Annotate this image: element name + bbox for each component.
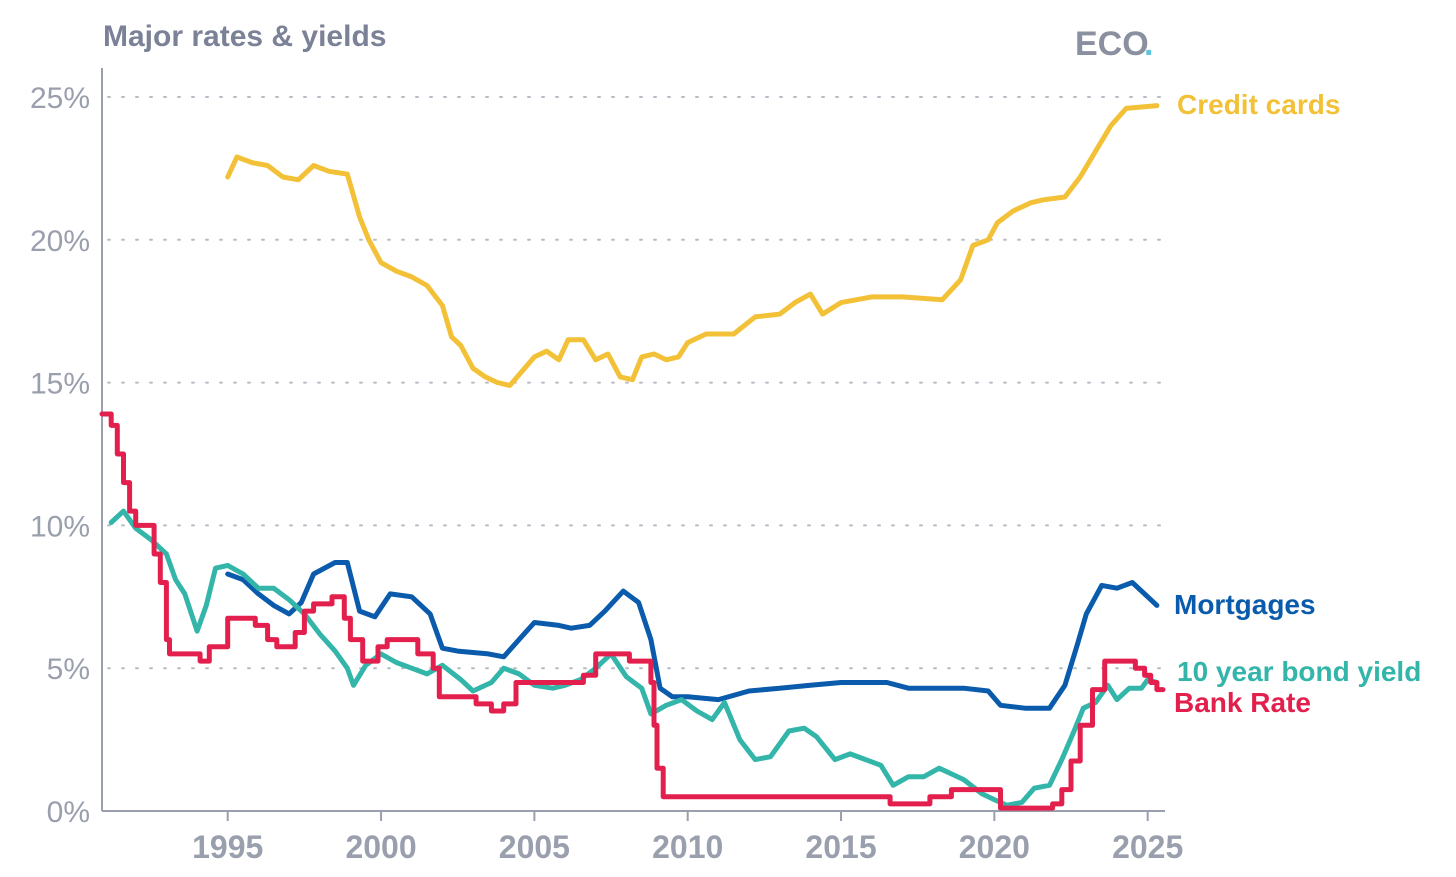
y-tick-label-15: 15%: [30, 368, 90, 401]
y-tick-label-25: 25%: [30, 82, 90, 115]
x-tick-label-2010: 2010: [652, 829, 723, 865]
series-label-bank-rate: Bank Rate: [1174, 687, 1311, 718]
series-label-credit-cards: Credit cards: [1177, 89, 1340, 120]
series-label-10-year-bond-yield: 10 year bond yield: [1177, 656, 1421, 687]
y-tick-label-20: 20%: [30, 225, 90, 258]
chart-title: Major rates & yields: [103, 20, 386, 53]
x-tick-label-2020: 2020: [959, 829, 1030, 865]
series-line-10-year-bond-yield: [108, 508, 1160, 808]
logo-dot: .: [1144, 25, 1153, 63]
logo-text: ECO: [1075, 25, 1149, 63]
x-tick-label-2005: 2005: [499, 829, 570, 865]
x-tick-label-2000: 2000: [345, 829, 416, 865]
x-tick-label-1995: 1995: [192, 829, 263, 865]
eco-logo: ECO .: [1075, 25, 1153, 63]
series-line-mortgages: [225, 560, 1160, 711]
x-tick-label-2025: 2025: [1112, 829, 1183, 865]
gridlines: [107, 96, 1164, 670]
series-line-bank-rate: [99, 411, 1166, 811]
series-label-mortgages: Mortgages: [1174, 589, 1316, 620]
x-tick-label-2015: 2015: [805, 829, 876, 865]
y-tick-label-10: 10%: [30, 510, 90, 543]
y-tick-label-0: 0%: [47, 796, 90, 829]
series-labels: Credit cards Mortgages 10 year bond yieldB…: [1174, 89, 1421, 718]
series-line-credit-cards: [225, 103, 1160, 388]
axes: 0% 5% 10% 15% 20% 25% 1995 2000 2005 2010 2015 2020…: [30, 68, 1183, 865]
y-tick-label-5: 5%: [47, 653, 90, 686]
series-lines: [99, 103, 1166, 811]
